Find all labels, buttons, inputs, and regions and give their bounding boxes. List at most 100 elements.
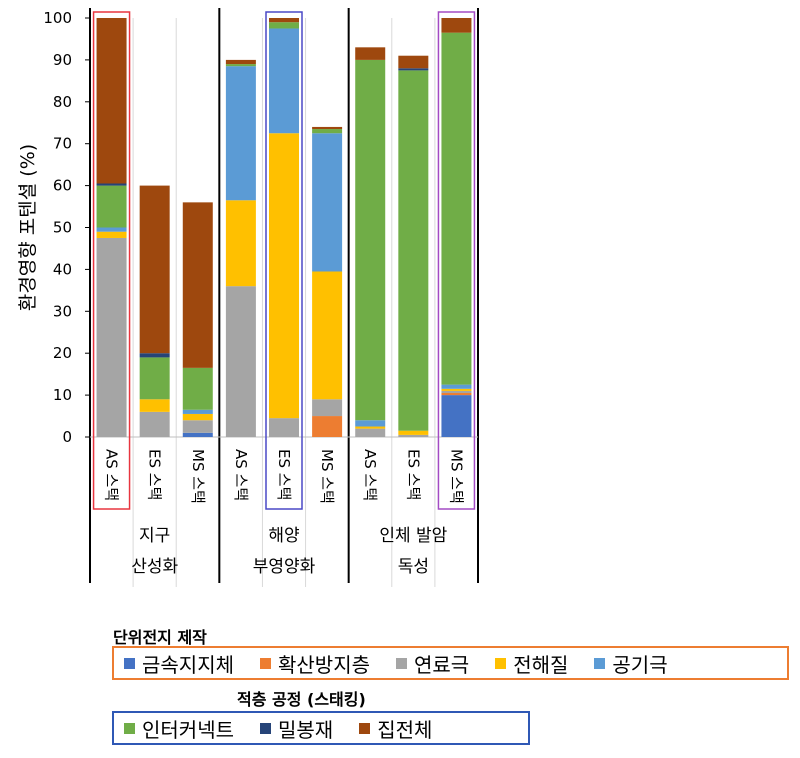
- bar-segment: [96, 237, 127, 437]
- legend-label: 금속지지체: [142, 652, 234, 677]
- legend-item: 집전체: [359, 714, 432, 743]
- bar-segment: [225, 59, 256, 65]
- legend-swatch: [396, 657, 407, 669]
- bar-segment: [139, 399, 170, 412]
- bar-segment: [96, 18, 127, 184]
- bar-segment: [96, 183, 127, 186]
- bar-segment: [355, 428, 386, 437]
- bar-segment: [225, 200, 256, 287]
- legend-item: 인터커넥트: [124, 714, 234, 743]
- category-label: AS 스택: [103, 449, 121, 501]
- bar-segment: [441, 395, 472, 437]
- bar-segment: [182, 432, 213, 437]
- group-label: 부영양화: [253, 557, 316, 577]
- category-label: MS 스택: [189, 449, 207, 504]
- legend-swatch: [260, 722, 271, 734]
- bar-segment: [269, 28, 299, 134]
- legend-cell-fabrication: 금속지지체 확산방지층 연료극 전해질 공기극: [112, 646, 789, 680]
- bar-segment: [398, 68, 429, 71]
- bar-segment: [355, 47, 386, 60]
- legend-swatch: [495, 657, 507, 669]
- legend-swatch: [124, 657, 135, 669]
- legend-swatch: [594, 657, 606, 669]
- legend-label: 확산방지층: [278, 652, 370, 677]
- bar-segment: [312, 416, 343, 437]
- bar-segment: [398, 434, 429, 437]
- bar-segment: [182, 202, 213, 368]
- y-tick-label: 80: [53, 93, 72, 111]
- y-tick-label: 20: [53, 344, 72, 362]
- legend-title-cell-fabrication: 단위전지 제작: [113, 628, 207, 647]
- bar-segment: [225, 64, 256, 67]
- bar-segment: [441, 390, 472, 394]
- y-tick-label: 40: [53, 260, 72, 278]
- bar-segment: [312, 126, 343, 130]
- bar-segment: [182, 413, 213, 421]
- bar-segment: [312, 129, 343, 134]
- bar-segment: [269, 133, 299, 419]
- bar-segment: [269, 18, 299, 23]
- bar-segment: [355, 59, 386, 421]
- bar-segment: [312, 271, 343, 400]
- bar-segment: [182, 367, 213, 410]
- group-label: 독성: [398, 557, 429, 577]
- bar-segment: [182, 409, 213, 414]
- y-tick-label: 50: [53, 219, 72, 237]
- legend-item: 전해질: [495, 649, 568, 678]
- legend-stacking-process: 인터커넥트 밀봉재 집전체: [112, 711, 530, 745]
- highlight-box: [92, 11, 131, 510]
- bar-segment: [225, 286, 256, 437]
- category-label: MS 스택: [447, 449, 465, 504]
- bar-segment: [96, 231, 127, 238]
- bar-segment: [312, 399, 343, 417]
- legend-label: 연료극: [414, 652, 470, 677]
- legend-label: 밀봉재: [278, 717, 334, 742]
- y-tick-label: 90: [53, 51, 72, 69]
- bar-segment: [139, 185, 170, 354]
- bar-segment: [225, 66, 256, 201]
- legend-item: 밀봉재: [260, 714, 333, 743]
- legend-label: 전해질: [513, 652, 569, 677]
- y-tick-label: 10: [53, 386, 72, 404]
- bar-segment: [441, 384, 472, 389]
- y-tick-label: 60: [53, 177, 72, 195]
- legend-item: 금속지지체: [124, 649, 234, 678]
- category-label: AS 스택: [232, 449, 250, 501]
- bar-segment: [139, 411, 170, 437]
- bar-segment: [441, 388, 472, 391]
- legend-label: 인터커넥트: [142, 717, 234, 742]
- bar-segment: [269, 418, 299, 437]
- bar-segment: [398, 55, 429, 69]
- bar-segment: [139, 353, 170, 358]
- bar-segment: [96, 185, 127, 228]
- bar-segment: [398, 70, 429, 431]
- highlight-box: [265, 11, 303, 510]
- group-label: 지구: [139, 526, 170, 546]
- bar-segment: [441, 18, 472, 33]
- category-label: ES 스택: [146, 449, 164, 500]
- legend-swatch: [359, 722, 371, 734]
- category-label: ES 스택: [404, 449, 422, 500]
- legend-swatch: [260, 657, 271, 669]
- y-tick-label: 30: [53, 302, 72, 320]
- category-label: AS 스택: [361, 449, 379, 501]
- y-tick-label: 70: [53, 135, 72, 153]
- highlight-box: [437, 11, 476, 510]
- bar-segment: [355, 426, 386, 429]
- bar-segment: [441, 393, 472, 396]
- group-label: 해양: [268, 526, 299, 546]
- legend-label: 공기극: [612, 652, 668, 677]
- bar-segment: [312, 133, 343, 272]
- y-axis-title: 환경영향 포텐셜 (%): [17, 144, 39, 311]
- bar-segment: [139, 357, 170, 400]
- bar-segment: [182, 420, 213, 433]
- bar-segment: [269, 22, 299, 29]
- bar-segment: [355, 420, 386, 427]
- legend-item: 확산방지층: [260, 649, 370, 678]
- legend-item: 공기극: [594, 649, 668, 678]
- bar-segment: [96, 227, 127, 232]
- bar-segment: [441, 32, 472, 385]
- legend-label: 집전체: [377, 717, 433, 742]
- category-label: MS 스택: [318, 449, 336, 504]
- group-label: 인체 발암: [379, 526, 447, 546]
